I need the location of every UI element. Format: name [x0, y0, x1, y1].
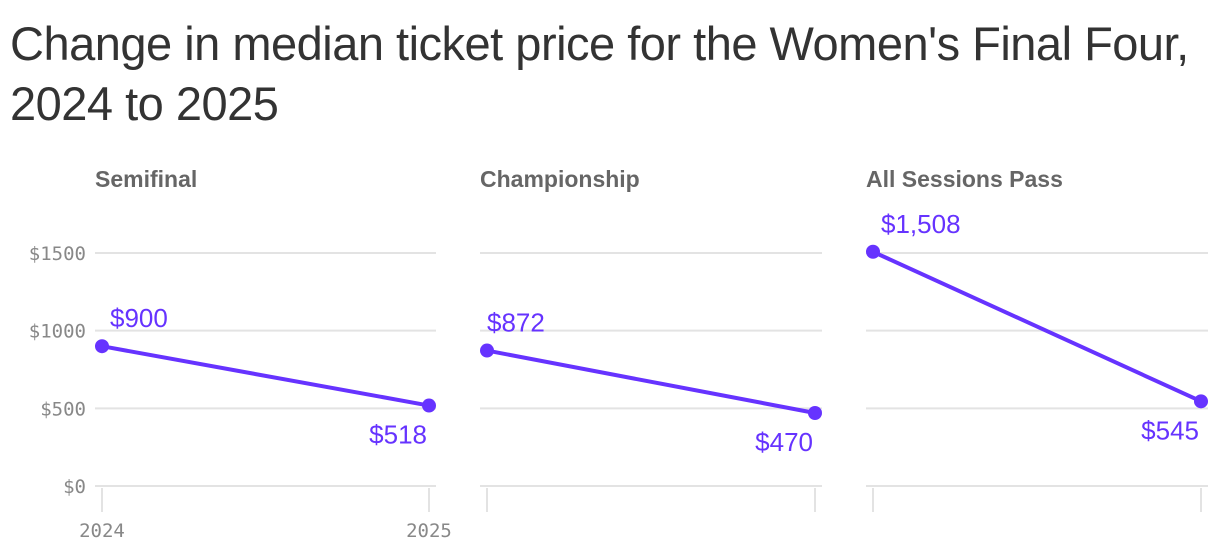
- data-point: [422, 398, 436, 413]
- y-tick-label: $0: [63, 476, 86, 498]
- y-tick-label: $1000: [29, 321, 86, 343]
- data-point: [1194, 394, 1208, 409]
- panel-title: All Sessions Pass: [866, 166, 1063, 192]
- panel-title: Semifinal: [95, 166, 197, 192]
- data-point: [95, 339, 109, 354]
- chart-title: Change in median ticket price for the Wo…: [10, 17, 1189, 130]
- data-label: $872: [487, 308, 545, 338]
- x-tick-label: 2024: [79, 520, 125, 542]
- data-label: $1,508: [881, 209, 961, 239]
- x-tick-label: 2025: [406, 520, 452, 542]
- data-label: $900: [110, 303, 168, 333]
- series-line: [872, 249, 1202, 404]
- data-label: $470: [755, 427, 813, 457]
- data-point: [866, 244, 880, 259]
- panel-title: Championship: [480, 166, 640, 192]
- data-label: $518: [369, 420, 427, 450]
- y-tick-label: $1500: [29, 243, 86, 265]
- series-line: [486, 348, 816, 415]
- y-tick-label: $500: [40, 398, 86, 420]
- data-point: [480, 343, 494, 358]
- data-label: $545: [1141, 415, 1199, 445]
- series-line: [101, 344, 430, 408]
- data-point: [808, 405, 822, 420]
